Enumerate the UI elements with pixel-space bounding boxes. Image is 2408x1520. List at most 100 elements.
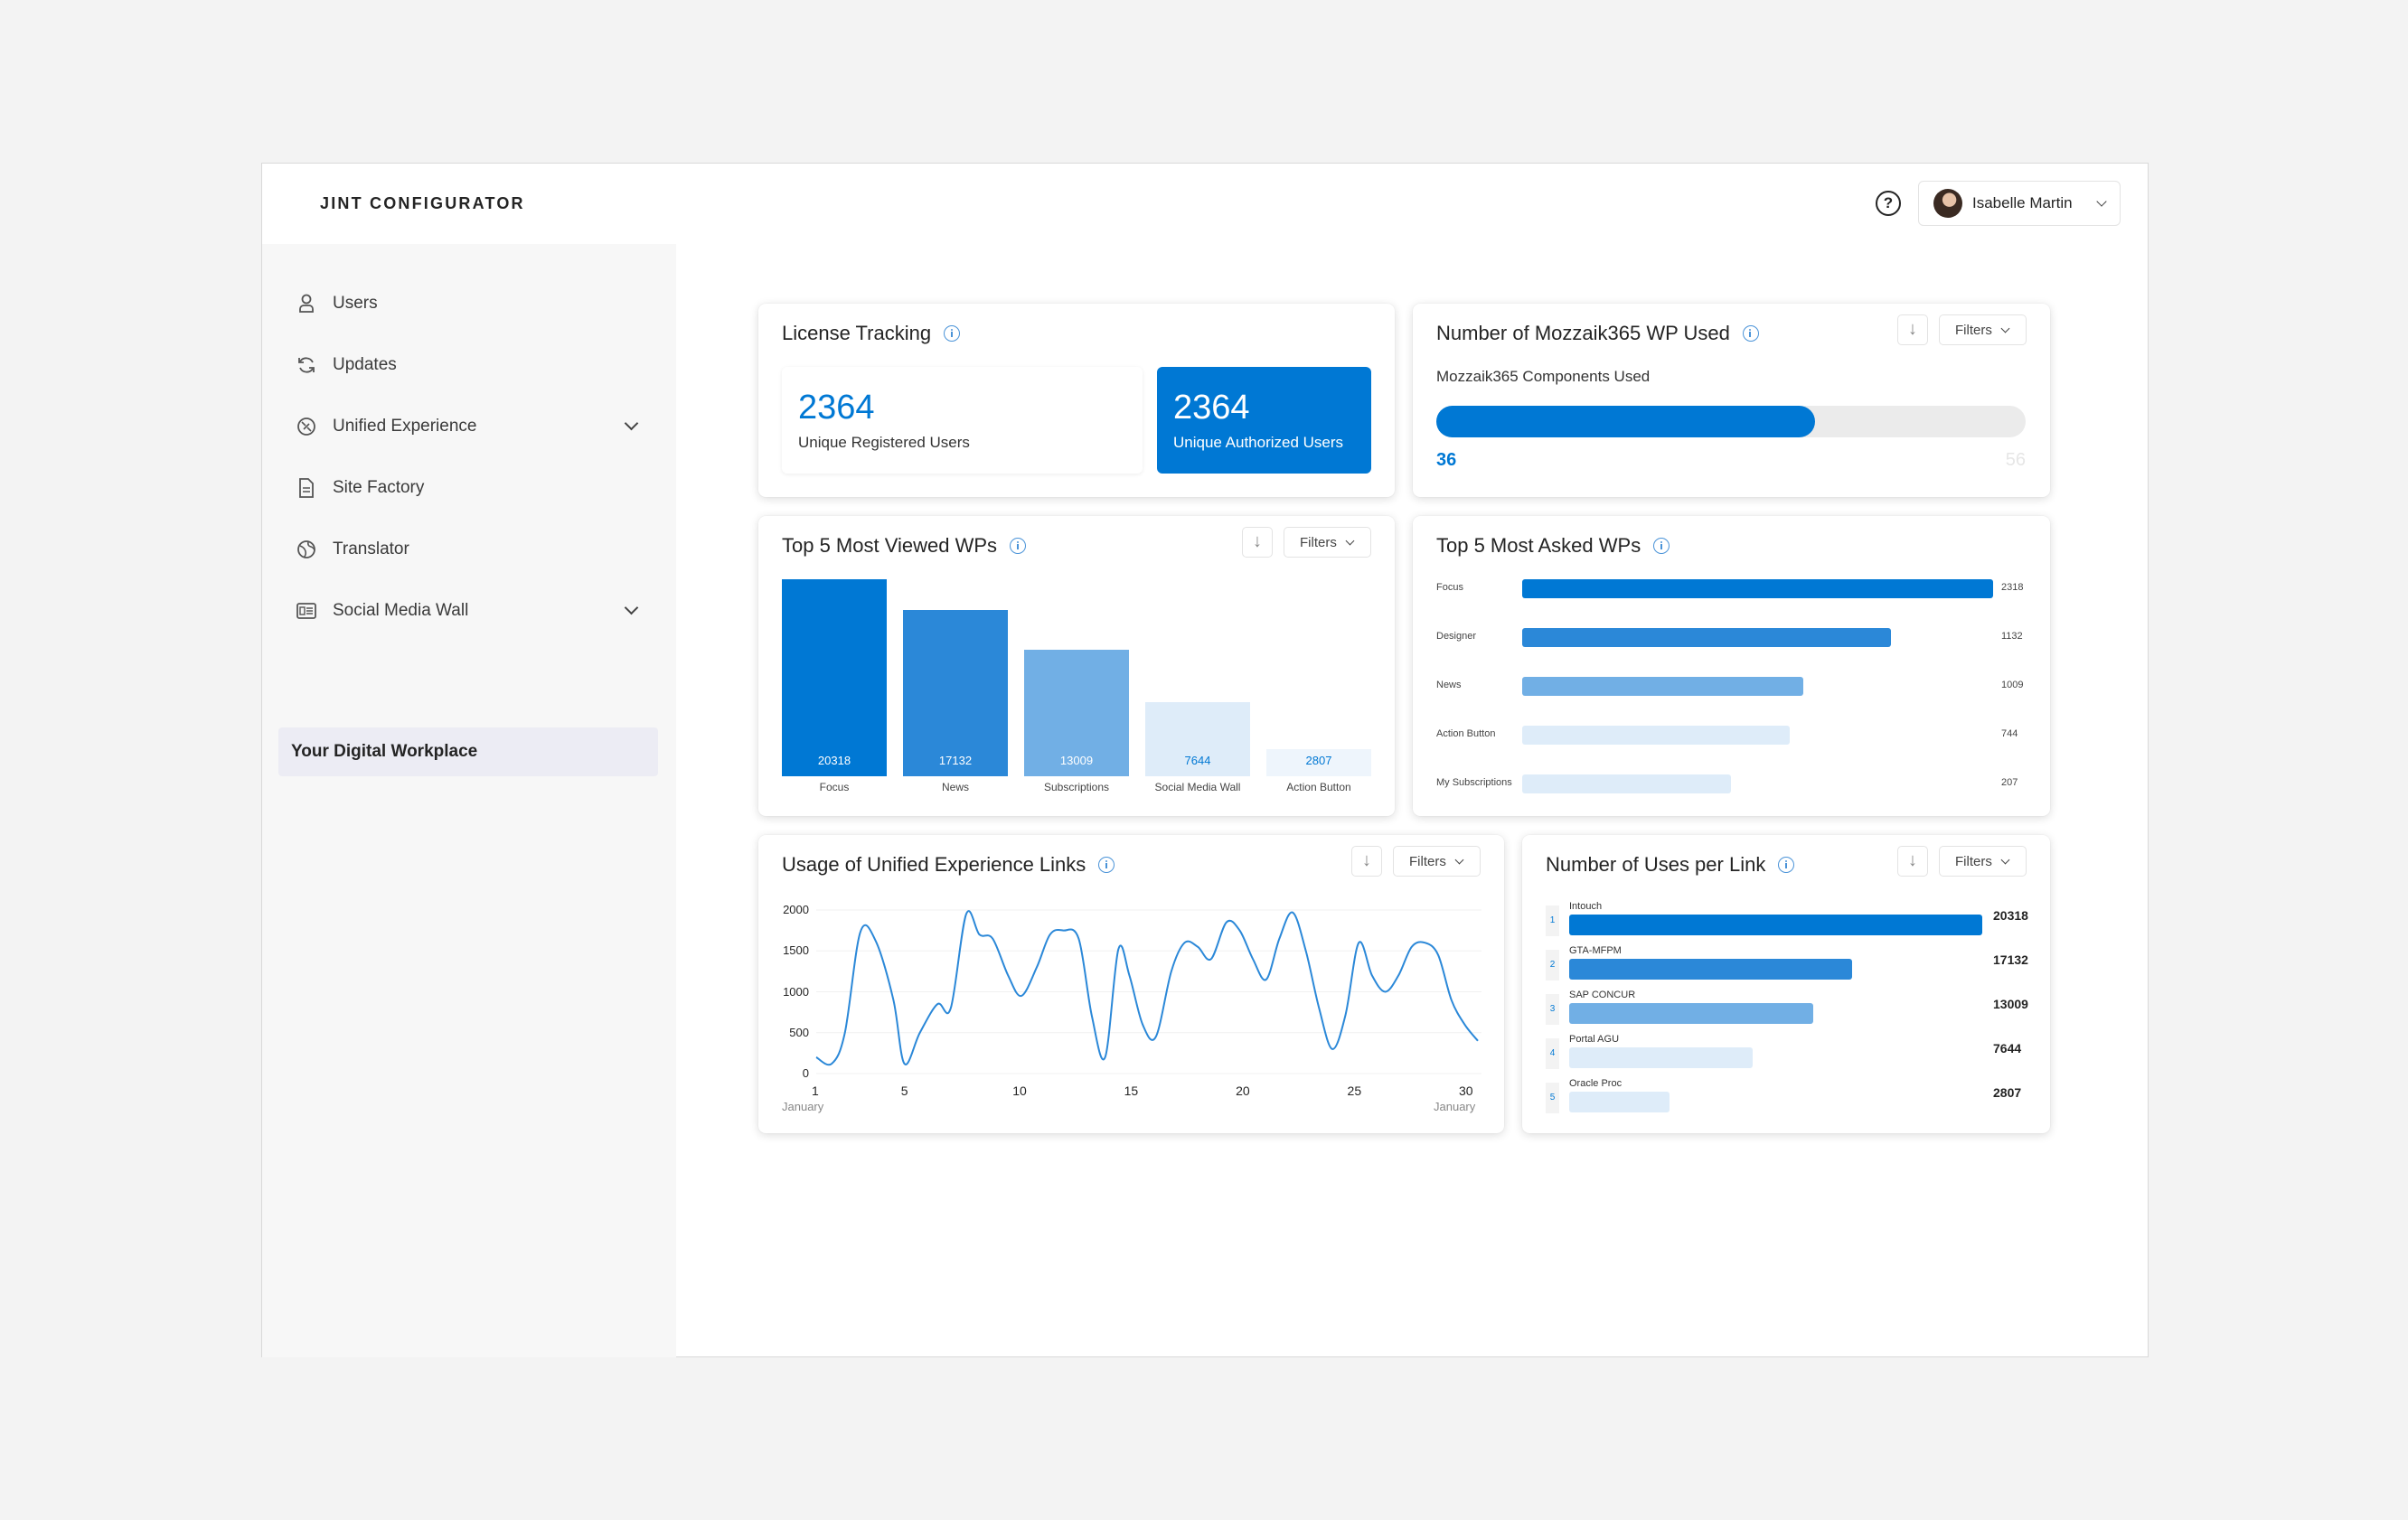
registered-users-label: Unique Registered Users (798, 434, 970, 451)
components-used-label: Mozzaik365 Components Used (1436, 368, 1651, 385)
x-sub-label: January (1434, 1100, 1476, 1113)
download-icon: ↓ (1362, 850, 1371, 870)
sidebar-item-users[interactable]: Users (278, 279, 658, 328)
bar (1522, 726, 1790, 745)
most-viewed-title: Top 5 Most Viewed WPs (782, 534, 998, 557)
filters-button[interactable]: Filters (1393, 846, 1481, 877)
sidebar-item-label: Site Factory (333, 478, 425, 497)
bar (1522, 628, 1891, 647)
avatar (1933, 189, 1962, 218)
authorized-users-box: 2364 Unique Authorized Users (1157, 367, 1371, 474)
bar-value-label: 7644 (1993, 1041, 2022, 1056)
filters-label: Filters (1955, 853, 1992, 869)
bar-category-label: Social Media Wall (1154, 781, 1241, 793)
rank-number: 2 (1546, 950, 1559, 980)
bar-value-label: 13009 (1059, 754, 1094, 767)
sidebar-item-site-factory[interactable]: Site Factory (278, 464, 658, 512)
chevron-down-icon[interactable] (624, 600, 639, 615)
bar-category-label: Action Button (1286, 781, 1351, 793)
sidebar-item-label: Social Media Wall (333, 601, 469, 620)
x-tick-label: 1 (812, 1084, 819, 1098)
card-title: Number of Uses per Link (1546, 853, 1795, 877)
bar-value-label: 2318 (2001, 582, 2024, 593)
sidebar-item-label: Unified Experience (333, 417, 477, 436)
y-tick-label: 0 (802, 1066, 809, 1080)
bar (1522, 774, 1731, 793)
bar-category-label: News (1436, 680, 1462, 690)
download-button[interactable]: ↓ (1897, 314, 1928, 345)
uses-per-link-title: Number of Uses per Link (1546, 853, 1766, 876)
refresh-icon (296, 355, 316, 375)
download-icon: ↓ (1253, 531, 1262, 551)
sidebar-item-translator[interactable]: Translator (278, 525, 658, 574)
help-circle-icon[interactable]: ? (1876, 191, 1901, 216)
bar-value-label: 207 (2001, 777, 2018, 788)
rank-number: 4 (1546, 1038, 1559, 1069)
info-icon[interactable] (1653, 538, 1670, 554)
series-line (815, 910, 1479, 1066)
most-asked-card: Top 5 Most Asked WPs Focus 2318 Designer 11… (1413, 516, 2050, 816)
bar-value-label: 1009 (2001, 680, 2024, 690)
sidebar-item-label: Translator (333, 540, 409, 558)
x-tick-label: 25 (1347, 1084, 1362, 1098)
sidebar: Users Updates Unified Experience Site Fa… (262, 244, 676, 1357)
usage-title: Usage of Unified Experience Links (782, 853, 1086, 876)
bar (1522, 579, 1993, 598)
rank-number: 1 (1546, 905, 1559, 936)
bar-value-label: 7644 (1184, 754, 1211, 767)
x-tick-label: 15 (1124, 1084, 1139, 1098)
bar (1569, 1092, 1670, 1112)
sidebar-item-social-media-wall[interactable]: Social Media Wall (278, 586, 658, 635)
info-icon[interactable] (1778, 857, 1795, 873)
chevron-down-icon[interactable] (624, 416, 639, 431)
sidebar-item-updates[interactable]: Updates (278, 341, 658, 389)
usage-line-chart: 2000 1500 1000 500 0 1 5 10 15 20 25 30 January Janua… (758, 835, 1504, 1133)
bar-category-label: Focus (819, 781, 850, 793)
info-icon[interactable] (1098, 857, 1115, 873)
bar-value-label: 13009 (1993, 997, 2028, 1011)
registered-users-box: 2364 Unique Registered Users (782, 367, 1143, 474)
components-progress-track (1436, 406, 2026, 437)
download-icon: ↓ (1908, 319, 1917, 339)
sidebar-item-label: Updates (333, 355, 397, 374)
bar-value-label: 17132 (938, 754, 973, 767)
bar-category-label: Designer (1436, 631, 1477, 642)
download-icon: ↓ (1908, 850, 1917, 870)
user-name: Isabelle Martin (1972, 194, 2073, 211)
bar-category-label: Subscriptions (1043, 781, 1110, 793)
card-title: Number of Mozzaik365 WP Used (1436, 322, 1759, 345)
bar-value-label: 20318 (817, 754, 851, 767)
bar: 2807 (1266, 748, 1371, 776)
y-tick-label: 500 (789, 1025, 809, 1039)
download-button[interactable]: ↓ (1242, 527, 1273, 558)
bar: 20318 (782, 579, 887, 776)
sidebar-item-your-digital-workplace[interactable]: Your Digital Workplace (278, 727, 658, 776)
download-button[interactable]: ↓ (1351, 846, 1382, 877)
x-sub-label: January (782, 1100, 824, 1113)
user-menu-button[interactable]: Isabelle Martin (1918, 181, 2121, 226)
app-window: JINT CONFIGURATOR ? Isabelle Martin User… (261, 163, 2149, 1357)
authorized-users-value: 2364 (1173, 389, 1250, 427)
globe-icon (296, 540, 316, 559)
sidebar-item-unified-experience[interactable]: Unified Experience (278, 402, 658, 451)
most-asked-title: Top 5 Most Asked WPs (1436, 534, 1641, 557)
bar: 13009 (1024, 650, 1129, 776)
x-tick-label: 5 (900, 1084, 908, 1098)
bar-category-label: Action Button (1436, 728, 1496, 739)
filters-button[interactable]: Filters (1939, 846, 2027, 877)
download-button[interactable]: ↓ (1897, 846, 1928, 877)
link-name-label: SAP CONCUR (1569, 990, 1636, 1000)
info-icon[interactable] (1010, 538, 1027, 554)
mozzaik-title: Number of Mozzaik365 WP Used (1436, 322, 1730, 344)
most-viewed-categories: Focus News Subscriptions Social Media Wall A… (782, 516, 1371, 816)
most-asked-chart: Focus 2318 Designer 1132 News 1009 Action Butt… (1413, 516, 2050, 816)
x-tick-label: 20 (1236, 1084, 1250, 1098)
filters-button[interactable]: Filters (1284, 527, 1371, 558)
filters-button[interactable]: Filters (1939, 314, 2027, 345)
y-tick-label: 1500 (783, 943, 809, 958)
rank-number: 3 (1546, 994, 1559, 1025)
uses-per-link-chart: 1 Intouch 20318 2 GTA-MFPM 17132 3 SAP CONCUR 13… (1522, 835, 2050, 1133)
info-icon[interactable] (944, 325, 961, 342)
card-title: Top 5 Most Viewed WPs (782, 534, 1027, 558)
info-icon[interactable] (1742, 325, 1759, 342)
